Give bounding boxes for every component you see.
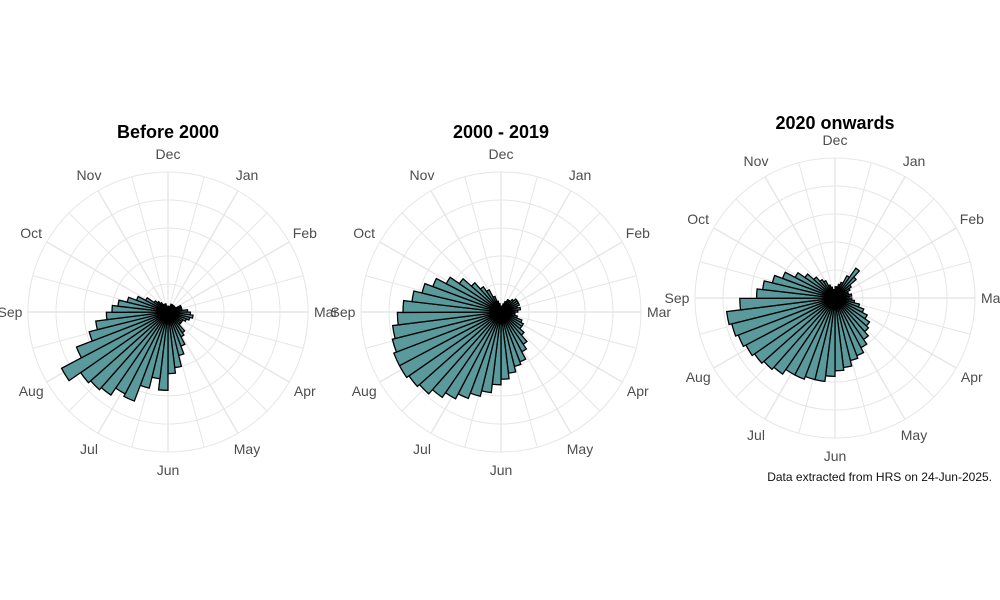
month-label: May xyxy=(901,427,927,443)
bar xyxy=(739,297,836,311)
month-label: Apr xyxy=(627,383,649,399)
month-label: Oct xyxy=(20,225,42,241)
grid-spoke xyxy=(798,162,836,299)
month-label: May xyxy=(567,441,593,457)
month-label: Apr xyxy=(294,383,316,399)
month-label: Dec xyxy=(156,146,181,162)
chart-title: 2020 onwards xyxy=(775,113,894,133)
month-label: Jun xyxy=(157,462,180,478)
month-label: Nov xyxy=(77,167,102,183)
month-label: Nov xyxy=(744,153,769,169)
grid-spoke xyxy=(68,212,169,313)
bar xyxy=(392,311,502,367)
bar xyxy=(834,286,839,299)
month-label: Jan xyxy=(903,153,926,169)
grid-spoke xyxy=(834,162,872,299)
grid-spoke xyxy=(167,311,268,412)
grid-spoke xyxy=(167,311,290,383)
polar-chart-3: Jan Feb Mar Apr May Jun Jul Aug Sep Oct Nov Dec2020… xyxy=(665,113,1000,464)
month-label: Oct xyxy=(353,225,375,241)
data-source-caption: Data extracted from HRS on 24-Jun-2025. xyxy=(767,470,992,484)
month-label: May xyxy=(234,441,260,457)
month-label: Aug xyxy=(19,383,44,399)
grid-spoke xyxy=(464,176,502,313)
month-label: Jul xyxy=(413,441,431,457)
month-label: Mar xyxy=(647,304,671,320)
month-label: Nov xyxy=(410,167,435,183)
grid-spoke xyxy=(500,190,572,313)
month-label: Sep xyxy=(665,290,690,306)
month-label: Dec xyxy=(489,146,514,162)
month-label: Sep xyxy=(331,304,356,320)
bar xyxy=(391,311,502,353)
month-label: Jun xyxy=(824,448,847,464)
grid-spoke xyxy=(131,176,169,313)
grid-spoke xyxy=(167,190,239,313)
bar xyxy=(167,305,171,313)
grid-spoke xyxy=(167,176,205,313)
grid-spoke xyxy=(500,176,538,313)
chart-title: Before 2000 xyxy=(117,122,219,142)
grid-spoke xyxy=(97,190,169,313)
month-label: Apr xyxy=(961,369,983,385)
month-label: Aug xyxy=(686,369,711,385)
bar xyxy=(500,305,504,313)
month-label: Jul xyxy=(80,441,98,457)
grid-spoke xyxy=(500,212,601,313)
polar-chart-2: Jan Feb Mar Apr May Jun Jul Aug Sep Oct Nov Dec 2000… xyxy=(331,122,672,478)
month-label: Mar xyxy=(314,304,338,320)
month-label: Aug xyxy=(352,383,377,399)
grid-spoke xyxy=(167,241,290,313)
grid-spoke xyxy=(500,275,637,313)
grid-spoke xyxy=(500,241,623,313)
grid-spoke xyxy=(167,212,268,313)
month-label: Feb xyxy=(626,225,650,241)
bar xyxy=(105,311,169,321)
grid-spoke xyxy=(764,176,836,299)
chart-title: 2000 - 2019 xyxy=(453,122,549,142)
grid-spoke xyxy=(167,275,304,313)
month-label: Jan xyxy=(569,167,592,183)
month-label: Jun xyxy=(490,462,513,478)
grid-spoke xyxy=(834,261,971,299)
month-label: Feb xyxy=(293,225,317,241)
month-label: Jul xyxy=(747,427,765,443)
bar xyxy=(60,311,169,382)
bar xyxy=(391,311,502,340)
month-label: Feb xyxy=(960,211,984,227)
polar-chart-1: Jan Feb Mar Apr May Jun Jul Aug Sep Oct Nov Dec Befo… xyxy=(0,122,338,478)
bar xyxy=(75,311,169,359)
grid-spoke xyxy=(834,227,957,299)
bar xyxy=(725,297,836,326)
month-label: Dec xyxy=(823,132,848,148)
month-label: Jan xyxy=(236,167,259,183)
bar xyxy=(95,311,169,331)
month-label: Oct xyxy=(687,211,709,227)
bar xyxy=(396,311,502,326)
month-label: Mar xyxy=(981,290,1000,306)
grid-spoke xyxy=(500,311,637,349)
bar xyxy=(88,311,169,342)
month-label: Sep xyxy=(0,304,23,320)
